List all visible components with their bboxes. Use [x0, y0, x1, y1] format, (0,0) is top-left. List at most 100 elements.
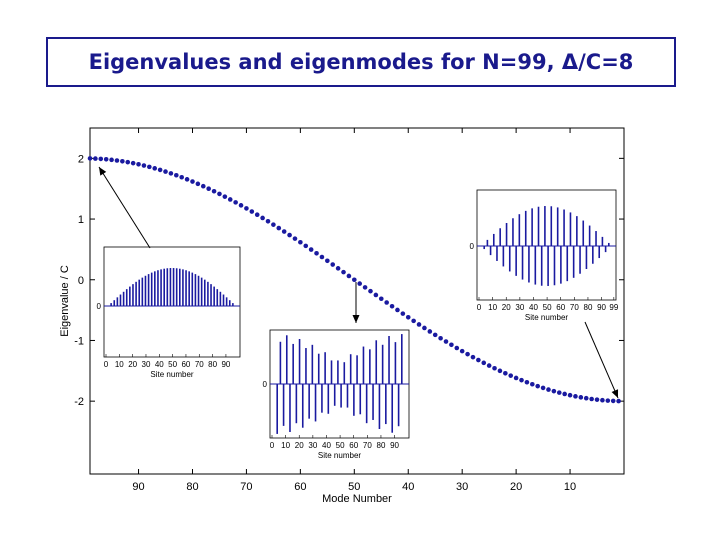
- arrow-high: [584, 321, 619, 399]
- x-tick-label: 30: [456, 481, 468, 493]
- eigenvalue-point: [206, 186, 211, 191]
- eigenvalue-point: [368, 288, 373, 294]
- eigenvalue-point: [594, 397, 600, 402]
- eigenvalue-point: [265, 218, 271, 224]
- eigenvalue-point: [87, 156, 93, 161]
- eigenvalue-point: [136, 161, 141, 167]
- eigenvalue-point: [152, 166, 158, 171]
- main-points: [87, 156, 621, 404]
- eigenvalue-point: [303, 243, 309, 249]
- inset-x-tick-label: 90: [221, 360, 230, 369]
- eigenvalue-point: [325, 258, 330, 264]
- eigenvalue-point: [222, 194, 228, 199]
- eigenvalue-point: [540, 385, 546, 391]
- eigenvalue-point: [389, 303, 395, 309]
- inset-frame: [476, 189, 617, 301]
- eigenvalue-point: [481, 360, 487, 366]
- eigenvalue-point: [605, 398, 611, 403]
- inset-x-tick-label: 30: [515, 303, 524, 312]
- eigenvalue-point: [314, 250, 319, 256]
- inset-x-tick-label: 20: [128, 360, 137, 369]
- eigenvalue-point: [190, 179, 195, 184]
- eigenvalue-point: [147, 164, 152, 170]
- eigenvalue-point: [567, 392, 573, 398]
- eigenvalue-point: [308, 247, 314, 252]
- inset-x-tick-label: 10: [115, 360, 124, 369]
- eigenvalue-point: [411, 318, 416, 324]
- eigenvalue-point: [330, 262, 336, 267]
- eigenvalue-point: [341, 269, 346, 275]
- arrow-high-head: [611, 389, 619, 398]
- inset-y-tick-label: 0: [263, 380, 268, 389]
- eigenvalue-point: [610, 398, 616, 404]
- x-tick-label: 80: [186, 481, 198, 493]
- eigenvalue-point: [513, 375, 519, 381]
- x-axis-label: Mode Number: [322, 493, 392, 505]
- x-tick-label: 70: [240, 481, 252, 493]
- eigenvalue-point: [535, 383, 540, 389]
- y-tick-label: 1: [78, 214, 84, 226]
- eigenvalue-point: [130, 160, 136, 166]
- eigenvalue-point: [249, 209, 255, 214]
- inset-x-tick-label: 50: [543, 303, 552, 312]
- eigenvalue-point: [114, 158, 120, 163]
- x-tick-label: 10: [564, 481, 576, 493]
- arrow-low-head: [99, 167, 107, 176]
- arrow-low: [98, 166, 151, 249]
- inset-x-tick-label: 40: [155, 360, 164, 369]
- eigenvalue-point: [211, 188, 217, 194]
- x-tick-label: 40: [402, 481, 414, 493]
- inset-x-axis-label: Site number: [525, 313, 568, 322]
- eigenvalue-point: [195, 181, 201, 187]
- eigenvalue-point: [486, 363, 492, 368]
- eigenvalue-point: [556, 390, 562, 395]
- eigenvalue-point: [287, 232, 292, 238]
- eigenvalue-point: [465, 351, 470, 357]
- x-tick-label: 90: [132, 481, 144, 493]
- eigenvalue-point: [530, 381, 535, 387]
- eigenvalue-point: [416, 322, 422, 327]
- inset-y-tick-label: 0: [470, 242, 475, 251]
- eigenvalue-point: [454, 345, 460, 351]
- inset-x-tick-label: 10: [281, 441, 290, 450]
- eigenvalue-point: [589, 396, 594, 402]
- eigenvalue-point: [616, 398, 621, 404]
- inset-x-tick-label: 80: [584, 303, 593, 312]
- eigenvalue-point: [184, 177, 190, 182]
- eigenvalue-point: [405, 314, 411, 320]
- eigenvalue-point: [238, 203, 244, 208]
- eigenvalue-point: [254, 212, 260, 218]
- eigenvalue-point: [260, 215, 265, 221]
- inset-x-tick-label: 70: [363, 441, 372, 450]
- inset-x-tick-label: 40: [322, 441, 331, 450]
- eigenvalue-point: [470, 354, 476, 360]
- eigenvalue-point: [157, 167, 163, 173]
- x-tick-label: 20: [510, 481, 522, 493]
- eigenvalue-point: [492, 365, 497, 371]
- eigenvalue-point: [400, 311, 406, 316]
- eigenvalue-point: [227, 197, 233, 202]
- eigenvalue-point: [449, 342, 454, 348]
- inset-x-tick-label: 60: [181, 360, 190, 369]
- inset-low: 0 0 10 20 30 40 50 60 70 80 90 Site number: [97, 246, 241, 379]
- inset-x-tick-label: 50: [168, 360, 177, 369]
- eigenvalue-point: [384, 300, 389, 305]
- inset-x-tick-label: 80: [377, 441, 386, 450]
- inset-x-tick-label: 30: [308, 441, 317, 450]
- eigenvalue-point: [141, 163, 147, 168]
- eigenvalue-point: [319, 254, 325, 260]
- eigenvalue-point: [551, 388, 557, 394]
- eigenvalue-point: [583, 395, 589, 401]
- eigenvalue-point: [352, 277, 357, 283]
- eigenvalue-point: [298, 239, 303, 245]
- eigenvalue-point: [93, 156, 98, 161]
- eigenvalue-point: [503, 370, 508, 376]
- inset-x-tick-label: 30: [142, 360, 151, 369]
- inset-x-tick-label: 70: [195, 360, 204, 369]
- eigenvalue-point: [476, 357, 481, 363]
- inset-x-tick-label: 20: [502, 303, 511, 312]
- eigenvalue-point: [335, 266, 341, 271]
- inset-x-tick-label: 0: [104, 360, 109, 369]
- inset-x-tick-label: 70: [570, 303, 579, 312]
